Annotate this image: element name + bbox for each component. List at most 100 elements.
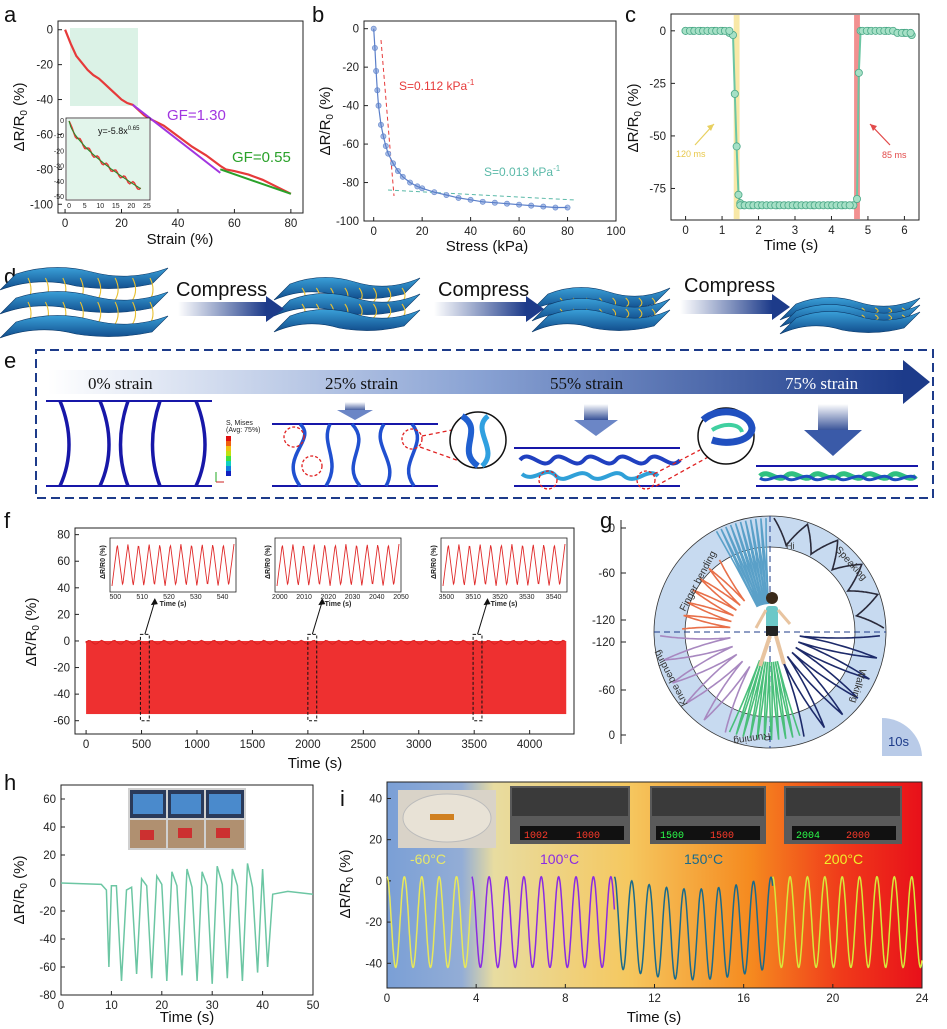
panel-a-chart: 0 20 40 60 800-20-40-60-80-100 GF=1.30 GF=0.… — [11, 20, 304, 248]
graphene-layer — [779, 311, 921, 335]
y-tick-label: 20 — [57, 609, 70, 621]
y-tick-label: 0 — [64, 636, 70, 648]
fiber-75-wave2 — [759, 474, 917, 482]
y-tick-label: -60 — [342, 139, 359, 151]
y-tick-label: -20 — [39, 906, 56, 918]
fiber-75-wave1 — [758, 471, 918, 481]
x-tick-label: 3000 — [406, 739, 432, 751]
panel-c-chart: 0 1 2 3 4 5 60-25-50-75 120 ms 85 ms Time (s) … — [625, 13, 920, 254]
x-axis-label-b: Stress (kPa) — [446, 238, 529, 255]
inset-x-tick-label: 2030 — [345, 594, 361, 601]
zoom-circle-55 — [697, 407, 755, 465]
radial-signal — [781, 635, 880, 737]
tangent-line-s1 — [380, 39, 395, 197]
zoom-circle-25 — [449, 411, 507, 469]
y-tick-label: -100 — [336, 216, 359, 228]
time-scale-label: 10s — [888, 734, 909, 749]
compress-arrowhead-2 — [526, 296, 544, 322]
axis-ticks-b: 0 20 40 60 80 100 0 -20 -40 -60 -80 -100 — [336, 24, 626, 238]
arrowhead-85ms — [870, 124, 877, 131]
inset-y-tick-label: 0 — [60, 118, 64, 125]
display-i4-b: 2000 — [846, 831, 870, 842]
fiber-25-3 — [350, 422, 362, 488]
y-axis-label-f: ΔR/R0 (%) — [23, 598, 42, 667]
fiber-0-1 — [58, 400, 71, 487]
y-tick-label: 0 — [353, 24, 359, 36]
fiber-strand — [387, 287, 392, 303]
press-arrowhead-55 — [574, 420, 618, 436]
photo-inset-i2: 1002 1000 — [510, 786, 630, 844]
x-tick-label: 1000 — [184, 739, 210, 751]
y-tick-label: 0 — [50, 878, 56, 890]
display-i4-a: 2004 — [796, 831, 820, 842]
inset-x-tick-label: 3530 — [519, 594, 535, 601]
x-tick-label: 50 — [307, 1000, 320, 1012]
series-lines-i — [386, 875, 923, 981]
axes-frame-b — [363, 20, 617, 222]
strain-label-75: 75% strain — [785, 374, 859, 393]
panel-letter-c: c — [625, 2, 636, 27]
y-tick-label: -75 — [649, 183, 666, 195]
contact-circle-25c — [401, 428, 423, 450]
fiber-strand — [114, 301, 119, 325]
compress-label-2: Compress — [438, 279, 529, 301]
x-axis-label-i: Time (s) — [627, 1009, 681, 1026]
inset-y-tick-label: -20 — [54, 148, 64, 155]
x-tick-label: 4000 — [517, 739, 543, 751]
zoom-fiber-25b — [479, 414, 491, 468]
display-i3-b: 1500 — [710, 831, 734, 842]
x-tick-label: 20 — [826, 993, 839, 1005]
series-line-h — [60, 863, 314, 984]
zoom-line-25b — [419, 446, 463, 463]
fiber-strand — [132, 301, 137, 325]
radial-signal — [682, 559, 746, 630]
strain-arrow-band — [48, 370, 903, 394]
x-tick-label: 40 — [464, 226, 477, 238]
y-tick-label: -120 — [592, 615, 615, 627]
graphene-layer — [531, 309, 671, 333]
y-tick-label: -100 — [30, 199, 53, 211]
inset-y-tick-label: -10 — [54, 133, 64, 140]
inset-x-tick-label: 2000 — [272, 594, 288, 601]
fiber-25-2 — [324, 423, 334, 487]
annotation-s1: S=0.112 kPa-1 — [399, 78, 475, 93]
annotation-gf130: GF=1.30 — [167, 107, 226, 124]
compress-arrow-2 — [434, 302, 526, 316]
panel-letter-b: b — [312, 2, 324, 27]
inset-fit-a — [68, 120, 141, 190]
display-i2-b: 1000 — [576, 831, 600, 842]
fiber-0-2 — [98, 400, 111, 487]
inset-x-tick-label: 15 — [112, 203, 120, 210]
display-i2-a: 1002 — [524, 831, 548, 842]
x-tick-label: 5 — [865, 225, 871, 237]
y-tick-label: -20 — [36, 60, 53, 72]
strain-label-25: 25% strain — [325, 374, 399, 393]
axis-ticks-c: 0 1 2 3 4 5 6 0 -25 -50 -75 — [649, 26, 907, 237]
graphene-layer — [273, 293, 421, 317]
y-tick-label: 20 — [369, 835, 382, 847]
temp-label-neg60: -60°C — [410, 851, 446, 867]
y-tick-label: 40 — [57, 583, 70, 595]
inset-x-tick-label: 25 — [143, 203, 151, 210]
data-point — [732, 142, 741, 151]
y-tick-label: -20 — [365, 917, 382, 929]
label-hi: Hi — [786, 541, 795, 551]
legend-title: S, Mises — [226, 420, 253, 427]
layered-structure-1 — [0, 267, 169, 339]
fiber-0-5 — [194, 400, 207, 487]
y-tick-label: -25 — [649, 78, 666, 90]
graphene-layer — [273, 277, 421, 301]
y-tick-label: 40 — [369, 793, 382, 805]
panel-letter-g: g — [600, 508, 612, 533]
y-axis-label-c: ΔR/R0 (%) — [625, 84, 644, 153]
x-tick-label: 1 — [719, 225, 725, 237]
inset-x-label: Time (s) — [325, 601, 352, 608]
panel-letter-a: a — [4, 2, 17, 27]
inset-ticks-a: 0 5 10 15 20 25 0 -10 -20 -30 -40 -50 — [54, 118, 151, 210]
strain-arrowhead — [903, 360, 930, 404]
layered-structure-4 — [779, 297, 921, 335]
highlight-region — [70, 28, 138, 106]
annotation-85ms: 85 ms — [882, 150, 907, 160]
x-axis-label-h: Time (s) — [160, 1009, 214, 1026]
data-point — [906, 28, 915, 37]
